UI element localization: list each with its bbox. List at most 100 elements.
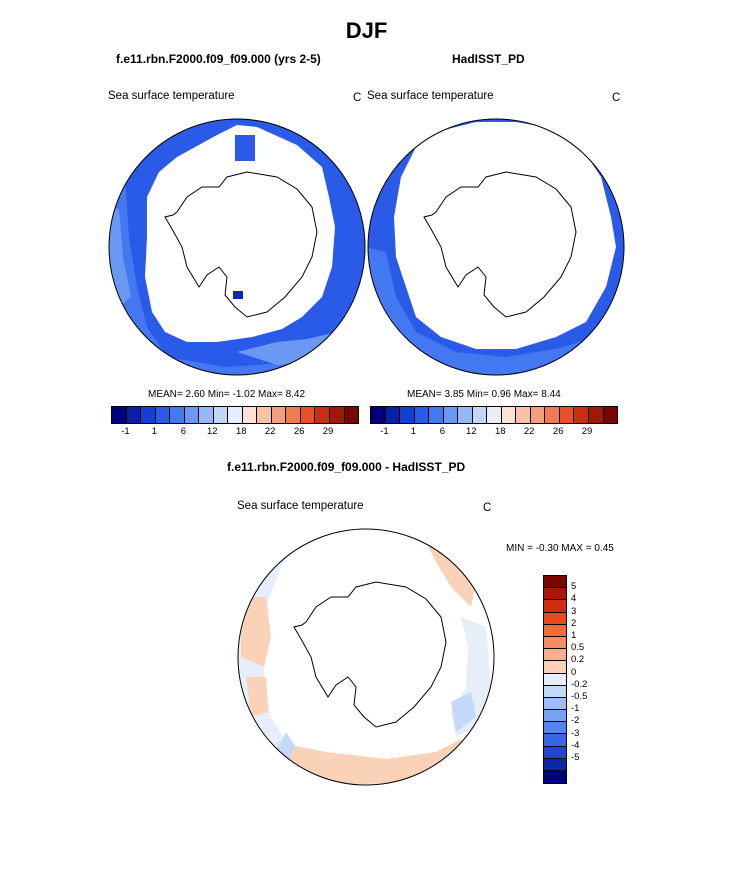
obs-colorbar-tick-label: -1	[380, 426, 389, 437]
obs-sea-ice-region	[394, 122, 616, 349]
obs-colorbar-swatch	[516, 407, 531, 423]
diff-colorbar-tick-label: 0.2	[571, 654, 585, 666]
model-colorbar-tick-label: 12	[206, 426, 218, 437]
diff-positive-west	[241, 597, 271, 667]
obs-colorbar-swatch	[472, 407, 488, 423]
diff-colorbar-tick-label: -2	[571, 715, 580, 727]
diff-colorbar-swatch	[544, 636, 566, 650]
diff-colorbar-tick-label: 5	[571, 581, 577, 593]
obs-colorbar-tick-label: 6	[439, 426, 445, 437]
obs-colorbar-tick-label: 12	[465, 426, 477, 437]
model-open-water-patch	[235, 135, 255, 161]
diff-negative-east	[451, 692, 476, 732]
diff-colorbar-swatch	[544, 624, 566, 637]
diff-colorbar-swatch	[544, 576, 566, 589]
model-colorbar-swatch	[112, 407, 127, 423]
obs-colorbar-swatch	[371, 407, 386, 423]
obs-colorbar-swatch	[545, 407, 560, 423]
model-colorbar-swatch	[344, 407, 359, 423]
model-colorbar-tick-label: -1	[121, 426, 130, 437]
obs-colorbar-tick-label: 18	[494, 426, 506, 437]
diff-colorbar-tick-label: 4	[571, 593, 577, 605]
diff-colorbar-tick-label: 1	[571, 630, 577, 641]
model-colorbar-swatch	[286, 407, 301, 423]
obs-panel-title: HadISST_PD	[452, 52, 525, 66]
diff-colorbar-swatch	[544, 697, 566, 711]
model-panel-title: f.e11.rbn.F2000.f09_f09.000 (yrs 2-5)	[116, 52, 321, 66]
diff-colorbar-tick-label: -3	[571, 727, 580, 739]
obs-colorbar	[370, 406, 618, 424]
diff-colorbar-tick-label: 0.5	[571, 642, 585, 654]
model-colorbar-swatch	[155, 407, 171, 423]
main-title: DJF	[345, 18, 388, 43]
model-colorbar-swatch	[184, 407, 200, 423]
diff-colorbar-tick-label: -0.2	[571, 678, 588, 690]
obs-colorbar-swatch	[574, 407, 589, 423]
model-sea-ice-region	[145, 125, 335, 342]
obs-polar-map	[367, 118, 625, 376]
obs-colorbar-tick-label: 29	[581, 426, 593, 437]
diff-colorbar-tick-label: 2	[571, 617, 577, 629]
obs-antarctica-coastline	[423, 171, 577, 318]
diff-colorbar-tick-label: 0	[571, 666, 577, 678]
model-polar-map	[108, 118, 366, 376]
model-colorbar-swatch	[315, 407, 330, 423]
obs-colorbar-swatch	[588, 407, 604, 423]
model-colorbar-swatch	[141, 407, 156, 423]
diff-positive-southwest	[246, 677, 268, 717]
obs-colorbar-swatch	[559, 407, 575, 423]
obs-colorbar-swatch	[487, 407, 502, 423]
diff-colorbar-swatch	[544, 734, 566, 747]
model-colorbar-swatch	[228, 407, 243, 423]
obs-colorbar-swatch	[429, 407, 444, 423]
model-colorbar-swatch	[329, 407, 345, 423]
diff-colorbar-swatch	[544, 746, 566, 759]
diff-stats: MIN = -0.30 MAX = 0.45	[506, 543, 614, 554]
model-variable-label: Sea surface temperature	[108, 90, 235, 102]
model-colorbar-tick-label: 1	[151, 426, 158, 437]
diff-colorbar-swatch	[544, 661, 566, 674]
obs-colorbar-swatch	[443, 407, 459, 423]
model-colorbar-swatch	[213, 407, 229, 423]
obs-map-boundary	[367, 118, 625, 376]
model-colorbar-tick-label: 29	[322, 426, 334, 437]
model-colorbar-swatch	[170, 407, 185, 423]
obs-colorbar-swatch	[603, 407, 618, 423]
diff-colorbar-swatch	[544, 758, 566, 771]
diff-colorbar-swatch	[544, 722, 566, 735]
diff-unit-label: C	[483, 502, 492, 514]
model-colorbar-tick-label: 26	[293, 426, 305, 437]
obs-colorbar-tick-label: 26	[552, 426, 564, 437]
obs-colorbar-swatch	[385, 407, 401, 423]
diff-colorbar-tick-label: -4	[571, 739, 580, 751]
model-antarctica-coastline	[164, 171, 318, 318]
obs-colorbar-swatch	[530, 407, 546, 423]
obs-variable-label: Sea surface temperature	[367, 90, 494, 102]
model-colorbar-swatch	[242, 407, 258, 423]
diff-colorbar-tick-label: -0.5	[571, 691, 588, 702]
model-unit-label: C	[353, 92, 362, 104]
diff-background	[238, 529, 494, 785]
model-cold-patch	[233, 291, 243, 299]
diff-variable-label: Sea surface temperature	[237, 500, 364, 512]
model-stats: MEAN= 2.60 Min= -1.02 Max= 8.42	[148, 389, 306, 400]
obs-unit-label: C	[612, 92, 621, 104]
obs-stats: MEAN= 3.85 Min= 0.96 Max= 8.44	[407, 389, 561, 400]
diff-colorbar-swatch	[544, 588, 566, 601]
diff-colorbar-swatch	[544, 673, 566, 686]
diff-colorbar-swatch	[544, 771, 566, 784]
model-colorbar-swatch	[257, 407, 272, 423]
obs-colorbar-swatch	[458, 407, 473, 423]
model-colorbar	[111, 406, 359, 424]
diff-colorbar-swatch	[544, 600, 566, 613]
diff-colorbar-tick-label: -5	[571, 752, 580, 763]
diff-antarctica-coastline	[293, 581, 447, 728]
obs-colorbar-swatch	[414, 407, 430, 423]
diff-polar-map	[237, 528, 495, 786]
diff-colorbar-swatch	[544, 612, 566, 625]
diff-colorbar-swatch	[544, 685, 566, 698]
obs-colorbar-swatch	[501, 407, 517, 423]
diff-positive-northeast	[426, 542, 476, 607]
diff-colorbar-tick-label: 3	[571, 605, 577, 617]
diff-colorbar	[543, 575, 567, 785]
